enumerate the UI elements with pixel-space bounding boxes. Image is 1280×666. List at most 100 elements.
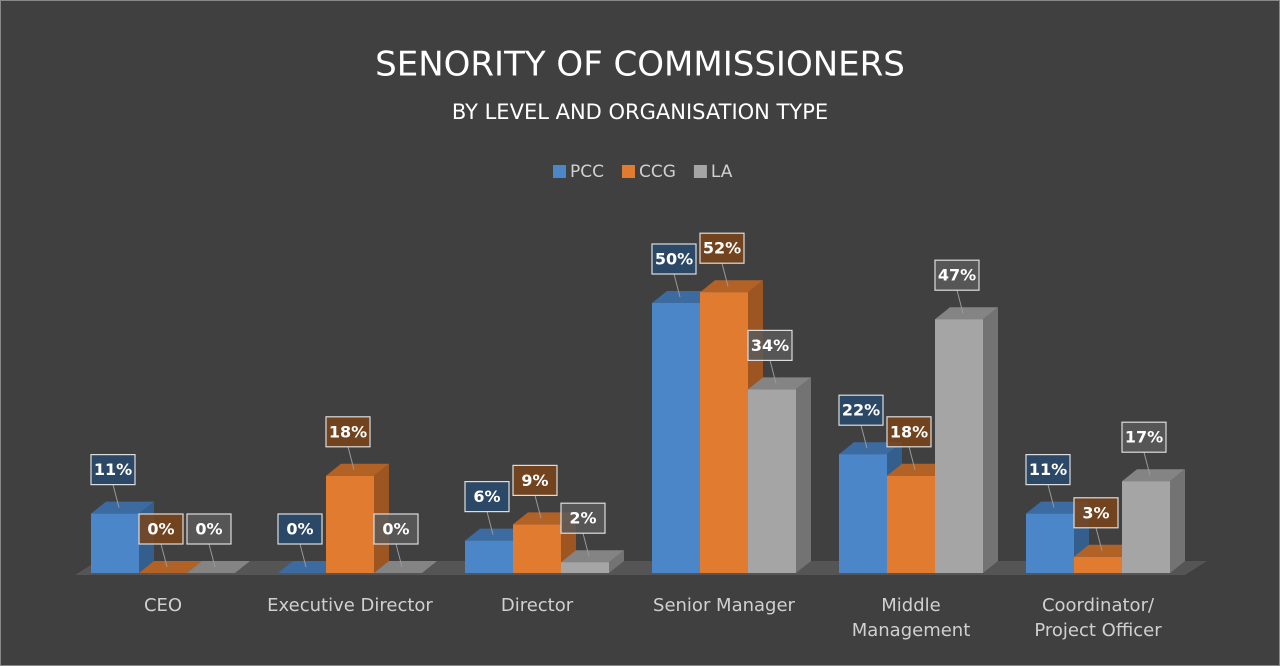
label-leader [112, 484, 120, 508]
data-label-box [277, 513, 323, 545]
bar-top [561, 550, 624, 563]
label-leader [673, 273, 681, 298]
data-label: 0% [195, 520, 222, 539]
data-label-box [886, 416, 932, 448]
data-label-box [512, 464, 558, 496]
bar [91, 513, 139, 573]
bar-top [1122, 469, 1185, 482]
data-label: 0% [382, 520, 409, 539]
data-label: 11% [94, 460, 132, 479]
bar [561, 562, 609, 573]
bar [1026, 513, 1074, 573]
data-label-box [186, 513, 232, 545]
bar-top [187, 561, 250, 573]
bar-top [326, 463, 389, 476]
bar-top [700, 280, 763, 293]
label-leader [1047, 484, 1055, 508]
data-label-box [699, 232, 745, 264]
bar-side [609, 550, 624, 573]
data-label: 3% [1082, 503, 1109, 522]
bar [326, 475, 374, 573]
data-label: 17% [1125, 428, 1163, 447]
x-tick-label: Director [500, 595, 574, 616]
data-label: 47% [938, 266, 976, 285]
bar-top [278, 561, 341, 573]
x-tick-label: CEO [143, 595, 183, 616]
bar-side [796, 377, 811, 573]
bar [887, 475, 935, 573]
label-leader [860, 425, 868, 449]
data-label: 0% [286, 520, 313, 539]
data-label-box [1121, 421, 1167, 453]
data-label-box [838, 394, 884, 426]
x-tick-label: Executive Director [267, 595, 433, 616]
data-label: 6% [473, 487, 500, 506]
x-tick-label: Coordinator/ Project Officer [1034, 595, 1162, 641]
bar-top [748, 377, 811, 390]
bar-top [465, 528, 528, 541]
data-label: 18% [890, 422, 928, 441]
chart-subtitle: BY LEVEL AND ORGANISATION TYPE [452, 100, 828, 124]
label-leader [299, 543, 307, 568]
bar [839, 454, 887, 573]
bar [700, 292, 748, 573]
bar-top [887, 463, 950, 476]
data-label-box [90, 454, 136, 486]
label-leader [160, 543, 168, 568]
data-label: 2% [569, 509, 596, 528]
data-label-box [325, 416, 371, 448]
label-leader [347, 446, 355, 470]
label-leader [486, 511, 494, 535]
data-label-box [934, 259, 980, 291]
bar-top [652, 291, 715, 303]
data-label-box [138, 513, 184, 545]
data-label: 34% [751, 336, 789, 355]
bar [652, 303, 700, 573]
data-label: 18% [329, 422, 367, 441]
data-label-box [1025, 454, 1071, 486]
bar [1122, 481, 1170, 573]
bar-side [1170, 469, 1185, 573]
bar-top [935, 307, 998, 320]
data-label-box [373, 513, 419, 545]
bar [513, 524, 561, 573]
chart-title: SENORITY OF COMMISSIONERS [375, 45, 905, 85]
label-leader [582, 533, 590, 557]
bar-top [91, 501, 154, 514]
data-label: 11% [1029, 460, 1067, 479]
bar [935, 319, 983, 573]
data-label: 50% [655, 250, 693, 269]
label-leader [1143, 452, 1151, 476]
label-leader [721, 263, 729, 287]
data-label: 52% [703, 239, 741, 258]
legend-swatch [622, 165, 635, 178]
label-leader [1095, 527, 1103, 551]
bar [465, 540, 513, 573]
data-label: 9% [521, 471, 548, 490]
x-tick-label: Senior Manager [653, 595, 795, 616]
data-label: 0% [147, 520, 174, 539]
bar-top [839, 442, 902, 455]
legend-swatch [693, 165, 707, 178]
bar-top [513, 512, 576, 525]
data-label-box [464, 481, 510, 513]
label-leader [769, 360, 777, 384]
bar-top [139, 561, 202, 573]
bar-top [1026, 501, 1089, 514]
bar-top [1074, 544, 1137, 557]
data-label-box [1073, 497, 1119, 529]
bar-top [374, 561, 437, 573]
label-leader [956, 290, 964, 314]
data-label-box [747, 329, 793, 361]
label-leader [208, 543, 216, 568]
bar [1074, 556, 1122, 573]
label-leader [395, 543, 403, 568]
legend-label: CCG [639, 162, 676, 182]
bar-side [983, 307, 998, 573]
legend-label: LA [711, 162, 733, 182]
label-leader [534, 495, 542, 519]
legend-label: PCC [570, 162, 604, 182]
label-leader [908, 446, 916, 470]
bar [748, 389, 796, 573]
